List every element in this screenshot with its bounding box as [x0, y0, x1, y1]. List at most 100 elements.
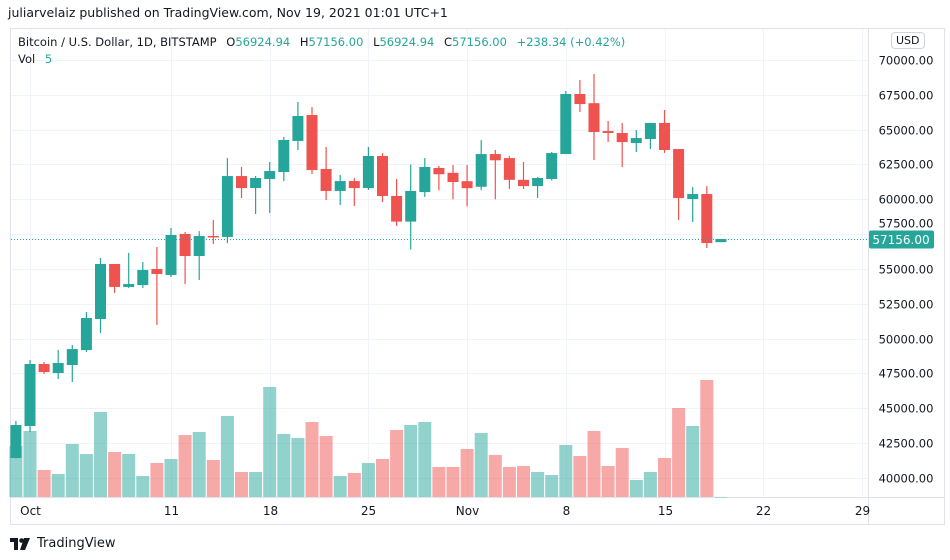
candle-body: [137, 269, 149, 286]
price-tick-label: 55000.00: [879, 263, 934, 277]
tradingview-logo-icon: [10, 537, 30, 550]
candle-body: [616, 133, 628, 143]
high-value: 57156.00: [308, 35, 364, 49]
candle-body: [574, 93, 586, 105]
candle-body: [588, 103, 600, 133]
volume-bar: [333, 476, 347, 497]
volume-bar: [305, 422, 319, 497]
close-value: 57156.00: [452, 35, 507, 49]
volume-bar: [319, 436, 333, 497]
candle-body: [123, 284, 135, 287]
price-tick-label: 42500.00: [879, 437, 934, 451]
volume-bar: [108, 452, 122, 497]
volume-bar: [390, 430, 404, 497]
volume-bar: [460, 449, 474, 497]
price-tick-label: 70000.00: [879, 54, 934, 68]
price-axis[interactable]: 40000.00 42500.00 45000.00 47500.00 50000.00…: [879, 54, 934, 486]
volume-bar: [559, 445, 573, 497]
candle-body: [221, 176, 233, 237]
candle-body: [334, 181, 346, 191]
volume-bar: [65, 444, 79, 497]
candle-body: [66, 349, 78, 365]
volume-bar: [643, 472, 657, 497]
volume-label[interactable]: Vol: [18, 52, 36, 66]
candle-body: [193, 235, 205, 257]
volume-bar: [404, 425, 418, 497]
volume-bar: [220, 416, 234, 497]
volume-bar: [615, 448, 629, 497]
volume-bar: [37, 470, 51, 497]
time-tick-label: 29: [855, 504, 870, 518]
candle-body: [306, 115, 318, 171]
candle-body: [80, 318, 92, 351]
volume-bar: [94, 412, 107, 497]
volume-bar: [672, 408, 686, 497]
volume-bar: [629, 480, 643, 497]
volume-bar: [474, 433, 488, 497]
candle-body: [405, 190, 417, 222]
candle-body: [377, 155, 388, 196]
currency-button[interactable]: USD: [891, 32, 925, 49]
candle-body: [687, 194, 699, 200]
volume-bar: [573, 456, 587, 497]
price-tick-label: 50000.00: [879, 333, 934, 347]
volume-bar: [488, 455, 502, 497]
candle-body: [95, 263, 106, 319]
volume-bar: [714, 496, 728, 498]
volume-bar: [700, 380, 714, 497]
candle-body: [518, 179, 529, 187]
volume-bar: [178, 435, 192, 497]
candle-body: [38, 363, 50, 373]
candle-body: [109, 263, 121, 287]
candle-body: [292, 116, 304, 141]
price-tick-label: 40000.00: [879, 472, 934, 486]
time-axis[interactable]: Oct 11 18 25 Nov 8 15 22 29: [20, 504, 870, 518]
volume-bars: [9, 380, 728, 498]
candle-body: [362, 155, 374, 189]
volume-bar: [418, 422, 432, 497]
time-tick-label: 18: [263, 504, 278, 518]
time-tick-label: 11: [164, 504, 179, 518]
volume-bar: [79, 454, 93, 497]
volume-bar: [23, 431, 37, 497]
volume-bar: [432, 467, 446, 497]
volume-bar: [249, 472, 263, 497]
volume-bar: [587, 431, 601, 497]
volume-bar: [164, 459, 178, 497]
volume-bar: [206, 460, 220, 497]
time-tick-label: 8: [563, 504, 571, 518]
candle-body: [165, 234, 177, 275]
candle-body: [24, 363, 36, 426]
price-tick-label: 45000.00: [879, 402, 934, 416]
candle-body: [151, 268, 163, 274]
price-tick-label: 65000.00: [879, 124, 934, 138]
candle-body: [250, 178, 262, 189]
last-price-badge: [869, 230, 934, 249]
volume-bar: [545, 475, 559, 497]
symbol-title[interactable]: Bitcoin / U.S. Dollar, 1D, BITSTAMP: [18, 35, 217, 49]
volume-value: 5: [44, 52, 53, 66]
candle-body: [560, 93, 572, 155]
volume-bar: [446, 467, 460, 497]
price-tick-label: 52500.00: [879, 298, 934, 312]
candle-body: [320, 168, 332, 191]
candle-body: [10, 425, 22, 459]
volume-bar: [263, 387, 277, 497]
candle-body: [630, 138, 642, 144]
candle-body: [701, 194, 713, 244]
volume-bar: [122, 454, 136, 497]
candle-body: [447, 172, 459, 183]
time-tick-label: Nov: [456, 504, 479, 518]
last-price-label: 57156.00: [872, 233, 929, 247]
candle-body: [52, 363, 64, 374]
candle-body: [264, 171, 276, 179]
volume-bar: [601, 466, 615, 497]
candle-body: [419, 166, 431, 193]
volume-bar: [277, 434, 291, 497]
tradingview-logo[interactable]: TradingView: [10, 536, 116, 551]
candle-body: [433, 167, 445, 175]
price-tick-label: 62500.00: [879, 158, 934, 172]
volume-bar: [502, 467, 516, 497]
time-tick-label: 25: [361, 504, 376, 518]
